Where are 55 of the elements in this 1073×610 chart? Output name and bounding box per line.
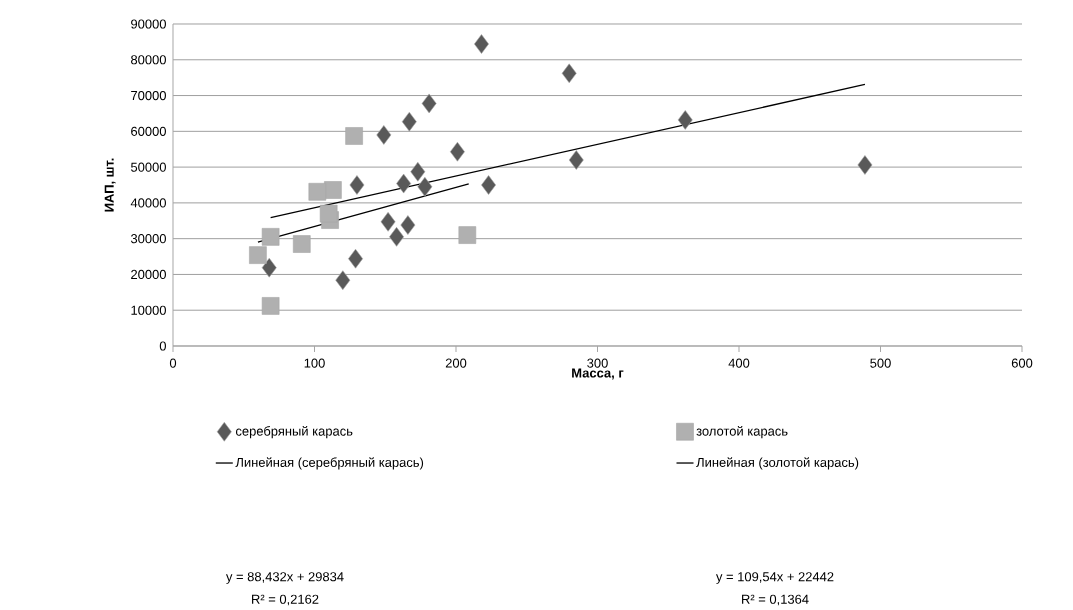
legend-label: Линейная (золотой карась) (696, 457, 859, 470)
point (335, 270, 351, 290)
point (319, 204, 338, 223)
y-tick-label: 0 (159, 341, 166, 351)
point (857, 155, 873, 175)
point (421, 93, 437, 114)
point (376, 125, 392, 145)
point (677, 110, 693, 130)
point (249, 246, 267, 264)
y-tick-label: 80000 (131, 55, 166, 65)
x-tick-label: 400 (728, 358, 750, 368)
point (474, 34, 489, 54)
x-tick-label: 500 (870, 358, 891, 368)
point (261, 228, 280, 246)
point (348, 248, 363, 269)
point (261, 257, 277, 278)
point (568, 150, 584, 170)
point (401, 111, 417, 132)
point (292, 235, 311, 253)
point (389, 227, 404, 247)
x-tick-label: 0 (169, 358, 177, 368)
text: R² = 0,1364 (742, 594, 809, 606)
y-tick-label: 50000 (130, 162, 166, 172)
point (481, 175, 496, 195)
point (417, 176, 433, 197)
x-tick-label: 200 (445, 358, 467, 368)
legend-label: серебряный карась (235, 425, 353, 439)
y-tick-label: 60000 (131, 126, 166, 136)
legend-label: Линейная (серебряный карась) (235, 457, 424, 470)
point (458, 226, 477, 244)
x-tick-label: 100 (304, 358, 325, 368)
point (410, 161, 426, 182)
point (396, 173, 412, 194)
y-tick-label: 10000 (131, 305, 166, 315)
point (380, 212, 396, 232)
y-tick-label: 70000 (131, 90, 166, 101)
point (561, 63, 577, 84)
text: y = 109,54x + 22442 (715, 572, 834, 584)
text: R² = 0,2162 (252, 594, 319, 606)
point (349, 175, 365, 195)
text: y = 88,432x + 29834 (225, 572, 344, 584)
y-tick-label: 40000 (130, 198, 166, 208)
y-axis-title: ИАП, шт. (104, 158, 116, 212)
point (345, 127, 363, 145)
legend-label: золотой карась (696, 425, 788, 439)
x-tick-label: 600 (1011, 358, 1033, 368)
y-tick-label: 20000 (131, 269, 166, 280)
point (261, 297, 280, 315)
x-tick-label: 300 (587, 358, 608, 368)
y-tick-label: 30000 (130, 234, 166, 244)
point (449, 141, 465, 162)
y-tick-label: 90000 (131, 19, 166, 29)
point (308, 183, 327, 201)
point (400, 215, 416, 235)
x-axis-title: Масса, г (572, 368, 624, 380)
